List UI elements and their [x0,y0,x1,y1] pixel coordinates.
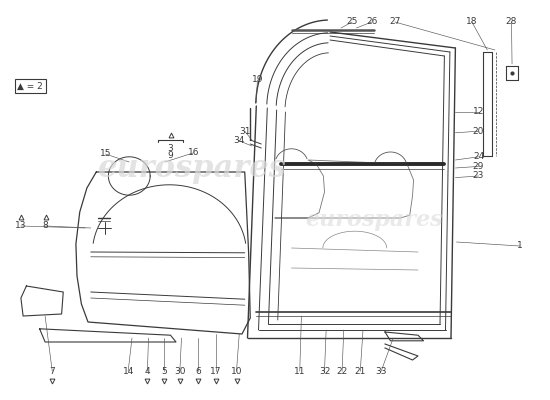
Text: 25: 25 [346,18,358,26]
Text: eurospares: eurospares [98,152,287,184]
Text: 11: 11 [294,367,305,376]
Text: 20: 20 [473,127,484,136]
Text: 19: 19 [252,76,263,84]
Text: eurospares: eurospares [305,209,443,231]
Text: 13: 13 [15,222,26,230]
Text: 32: 32 [319,367,330,376]
Text: 6: 6 [195,367,201,376]
Text: 28: 28 [506,18,517,26]
Text: 24: 24 [473,152,484,161]
Text: 34: 34 [234,136,245,145]
Text: 5: 5 [161,367,167,376]
Text: 17: 17 [210,367,221,376]
Text: 9: 9 [168,151,173,160]
Text: 7: 7 [50,367,55,376]
Text: 1: 1 [517,242,522,250]
Text: 15: 15 [100,150,111,158]
Text: 23: 23 [473,172,484,180]
Text: 21: 21 [355,367,366,376]
Text: 18: 18 [466,18,477,26]
Text: 14: 14 [123,367,134,376]
Text: 27: 27 [389,18,400,26]
Text: 31: 31 [239,127,250,136]
Text: 4: 4 [145,367,150,376]
Text: 22: 22 [337,367,348,376]
Text: ▲ = 2: ▲ = 2 [18,82,43,90]
Text: 16: 16 [188,148,199,157]
Text: 10: 10 [231,367,242,376]
Text: 8: 8 [43,222,48,230]
Text: 30: 30 [174,367,185,376]
Text: 29: 29 [473,162,484,171]
Text: 3: 3 [168,144,173,153]
Text: 33: 33 [376,367,387,376]
Text: 12: 12 [473,108,484,116]
Text: 26: 26 [366,18,377,26]
